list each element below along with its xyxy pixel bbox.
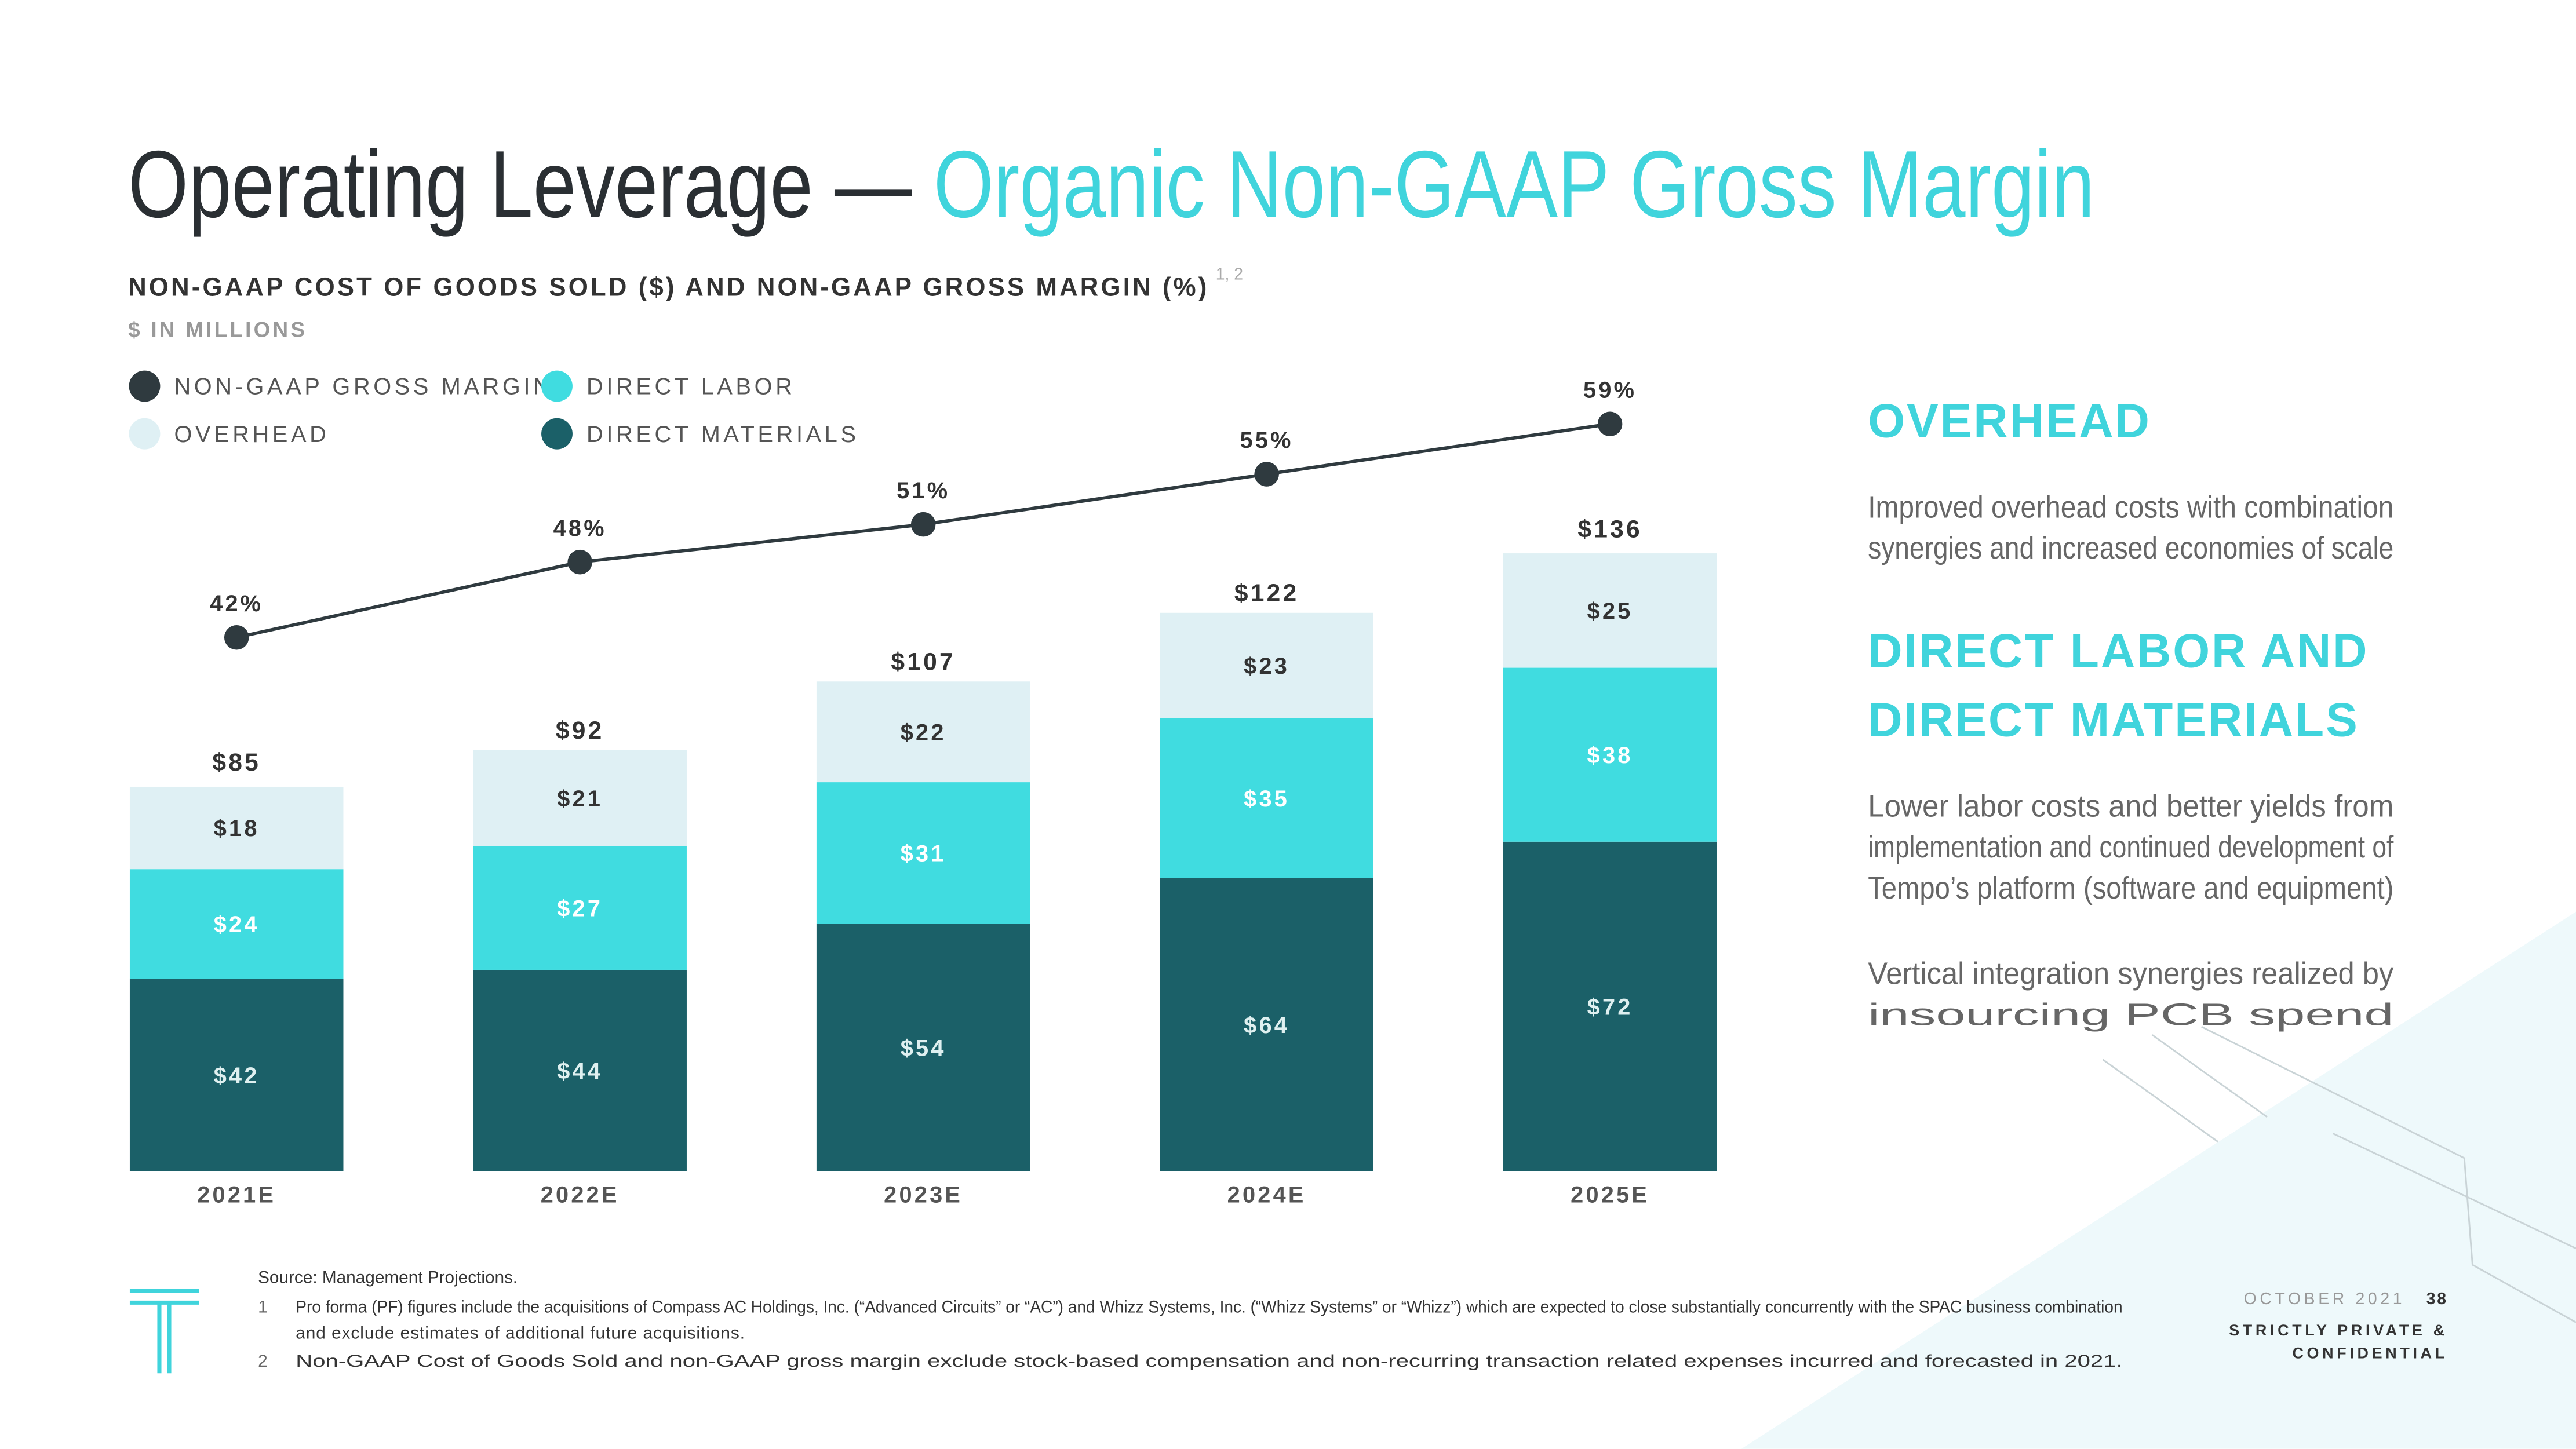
bar-segment <box>816 782 1030 924</box>
bar-segment <box>473 846 687 970</box>
legend-label: NON-GAAP GROSS MARGIN <box>174 374 553 400</box>
total-label: $122 <box>1234 580 1299 607</box>
bar-segment <box>1160 612 1373 718</box>
bar-value-label: $54 <box>901 1035 946 1061</box>
section-heading: OVERHEAD <box>1868 395 2151 447</box>
bar-value-label: $27 <box>557 896 603 921</box>
source-note: Source: Management Projections. <box>258 1268 518 1287</box>
section-text: insourcing PCB spend <box>1868 997 2393 1032</box>
bar-value-label: $18 <box>214 816 260 841</box>
legend-swatch <box>541 370 573 402</box>
title-main: Operating Leverage — <box>128 131 934 238</box>
bar-value-label: $22 <box>901 720 946 745</box>
bar-value-label: $31 <box>901 841 946 867</box>
bar-value-label: $72 <box>1587 994 1633 1020</box>
bar-segment <box>1503 667 1717 842</box>
footnotes: Source: Management Projections. 1 Pro form… <box>258 1268 2123 1371</box>
page-title: Operating Leverage — Organic Non-GAAP Gr… <box>128 131 2094 238</box>
bar-value-label: $44 <box>557 1059 603 1084</box>
title-highlight: Organic Non-GAAP Gross Margin <box>934 131 2095 238</box>
page-number: 38 <box>2426 1290 2448 1308</box>
x-tick-label: 2021E <box>197 1182 276 1207</box>
total-label: $136 <box>1577 516 1642 543</box>
confidentiality: CONFIDENTIAL <box>2292 1345 2447 1362</box>
bar-segment <box>129 979 344 1171</box>
unit-label: $ IN MILLIONS <box>128 317 307 341</box>
x-tick-label: 2024E <box>1227 1182 1306 1207</box>
total-label: $85 <box>212 749 261 776</box>
legend-swatch <box>129 418 161 450</box>
logo <box>129 1289 199 1374</box>
chart: $42 $24 $18 $85 2021E $44 $27 $21 $92 2022E $54 $31… <box>129 370 1717 1207</box>
confidentiality: STRICTLY PRIVATE & <box>2229 1322 2448 1339</box>
legend-label: DIRECT MATERIALS <box>586 422 859 447</box>
x-tick-label: 2022E <box>541 1182 620 1207</box>
bar-value-label: $64 <box>1244 1013 1289 1038</box>
margin-label: 42% <box>210 591 263 616</box>
margin-label: 48% <box>553 516 607 541</box>
bar-value-label: $21 <box>557 786 603 812</box>
footer: OCTOBER 2021 38 STRICTLY PRIVATE & CONFIDEN… <box>2229 1290 2448 1362</box>
decor-lines <box>2102 1025 2576 1323</box>
bar-segment <box>129 869 344 979</box>
section-text: synergies and increased economies of sca… <box>1868 531 2393 565</box>
bar-value-label: $25 <box>1587 598 1633 624</box>
total-label: $92 <box>556 717 604 744</box>
footnote-text: Pro forma (PF) figures include the acqui… <box>296 1297 2122 1316</box>
margin-point <box>224 625 249 650</box>
footnote-number: 2 <box>258 1352 268 1371</box>
bar-segment <box>1160 718 1373 878</box>
margin-point <box>1597 411 1623 436</box>
bar-segment <box>1160 878 1373 1171</box>
margin-label: 59% <box>1583 377 1637 403</box>
bar-value-label: $42 <box>214 1063 260 1089</box>
bar-value-label: $23 <box>1244 654 1289 679</box>
x-tick-label: 2023E <box>884 1182 963 1207</box>
section-text: Lower labor costs and better yields from <box>1868 789 2393 823</box>
margin-label: 55% <box>1240 428 1294 453</box>
bar-segment <box>816 924 1030 1171</box>
section-text: Tempo’s platform (software and equipment… <box>1868 871 2393 906</box>
legend-swatch <box>129 370 161 402</box>
margin-point <box>567 549 592 575</box>
x-tick-label: 2025E <box>1571 1182 1649 1207</box>
subtitle-superscript: 1, 2 <box>1216 265 1243 283</box>
bar-segment <box>1503 841 1717 1171</box>
bar-value-label: $38 <box>1587 743 1633 768</box>
footnote-number: 1 <box>258 1297 268 1316</box>
bar-segment <box>129 786 344 870</box>
side-panel: OVERHEAD Improved overhead costs with com… <box>1868 395 2394 1032</box>
margin-label: 51% <box>897 478 950 503</box>
bar-value-label: $24 <box>214 912 260 937</box>
bar-segment <box>473 969 687 1171</box>
background-shape <box>1741 911 2576 1449</box>
chart-subtitle: NON-GAAP COST OF GOODS SOLD ($) AND NON-… <box>128 272 1209 302</box>
footer-date: OCTOBER 2021 <box>2244 1290 2406 1308</box>
section-heading: DIRECT MATERIALS <box>1868 694 2359 746</box>
bar-segment <box>473 750 687 846</box>
bar-value-label: $35 <box>1244 786 1289 812</box>
bar-segment <box>1503 553 1717 668</box>
bar-segment <box>816 681 1030 783</box>
legend-swatch <box>541 418 573 450</box>
footnote-text: and exclude estimates of additional futu… <box>296 1324 745 1343</box>
section-text: Improved overhead costs with combination <box>1868 490 2393 524</box>
section-heading: DIRECT LABOR AND <box>1868 625 2369 677</box>
margin-point <box>1254 462 1279 487</box>
legend-label: DIRECT LABOR <box>586 374 796 400</box>
section-text: Vertical integration synergies realized … <box>1868 956 2393 991</box>
total-label: $107 <box>891 648 956 676</box>
footnote-text: Non-GAAP Cost of Goods Sold and non-GAAP… <box>296 1352 2122 1371</box>
section-text: implementation and continued development… <box>1868 830 2394 864</box>
legend-label: OVERHEAD <box>174 422 329 447</box>
margin-point <box>910 512 936 537</box>
